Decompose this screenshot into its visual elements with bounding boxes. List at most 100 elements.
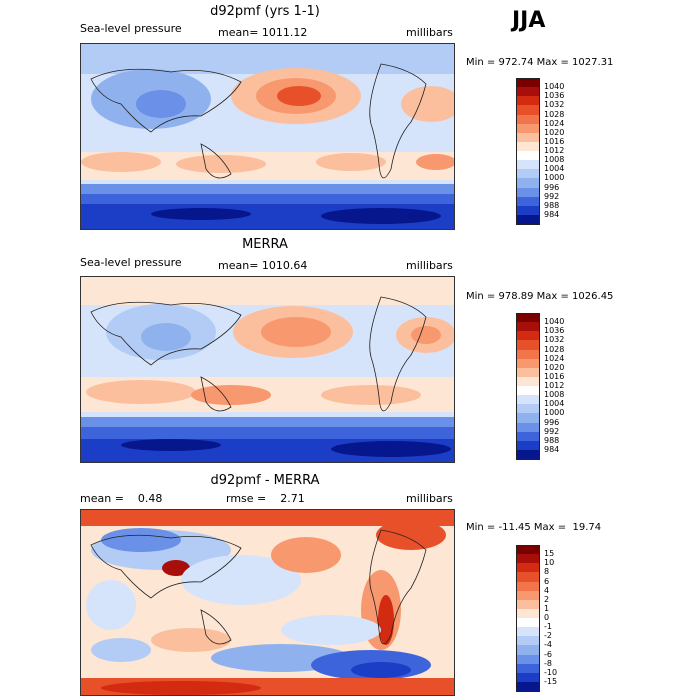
panel-2-colorbar: 1040 1036 1032 1028 1024 1020 1016 1012 1008 1004…: [516, 313, 576, 460]
colorbar-label: 984: [544, 444, 560, 454]
colorbar-swatch: [516, 376, 540, 387]
panel-1-title: d92pmf (yrs 1-1): [210, 4, 320, 19]
colorbar-label: -6: [544, 649, 552, 659]
colorbar-swatch: [516, 178, 540, 188]
colorbar-label: 1012: [544, 381, 565, 390]
colorbar-label: -2: [544, 631, 552, 641]
season-label: JJA: [512, 8, 546, 33]
colorbar-swatch: [516, 358, 540, 369]
colorbar-swatch: [516, 105, 540, 115]
colorbar-label: 1016: [544, 136, 565, 146]
colorbar-label: 996: [544, 182, 560, 192]
panel-1-minmax: Min = 972.74 Max = 1027.31: [466, 57, 614, 68]
colorbar-label: 1032: [544, 100, 565, 110]
colorbar-swatch: [516, 331, 540, 341]
colorbar-swatch: [516, 449, 540, 460]
colorbar-swatch: [516, 214, 540, 225]
panel-3-title: d92pmf - MERRA: [210, 473, 320, 488]
colorbar-swatch: [516, 187, 540, 198]
colorbar-label: 1008: [544, 390, 565, 400]
colorbar-swatch: [516, 663, 540, 674]
colorbar-swatch: [516, 672, 540, 683]
colorbar-swatch: [516, 395, 540, 405]
colorbar-label: 1036: [544, 91, 565, 101]
colorbar-swatch: [516, 608, 540, 619]
panel-2-minmax: Min = 978.89 Max = 1026.45: [466, 291, 614, 302]
colorbar-swatch: [516, 132, 540, 143]
colorbar-label: -4: [544, 640, 552, 650]
colorbar-label: 10: [544, 558, 555, 568]
colorbar-swatch: [516, 160, 540, 170]
colorbar-swatch: [516, 141, 540, 152]
panel-1-variable: Sea-level pressure: [80, 22, 182, 35]
panel-2-map: [80, 276, 455, 463]
colorbar-label: 1000: [544, 408, 565, 418]
colorbar-swatch: [516, 681, 540, 692]
colorbar-label: 992: [544, 426, 560, 436]
panel-1-map-graphic: [81, 44, 454, 229]
colorbar-swatch: [516, 581, 540, 592]
colorbar-swatch: [516, 151, 540, 161]
panel-3-map-graphic: [81, 510, 454, 695]
panel-2-map-graphic: [81, 277, 454, 462]
colorbar-swatch: [516, 413, 540, 423]
colorbar-swatch: [516, 96, 540, 106]
panel-3-mean: mean = 0.48: [80, 492, 163, 505]
colorbar-label: 1004: [544, 164, 565, 174]
colorbar-swatch: [516, 431, 540, 442]
panel-2-units: millibars: [406, 259, 453, 272]
colorbar-swatch: [516, 123, 540, 134]
colorbar-label: 1004: [544, 399, 565, 409]
colorbar-label: 1008: [544, 155, 565, 165]
colorbar-label: 2: [544, 594, 550, 604]
colorbar-label: 1020: [544, 127, 565, 137]
colorbar-label: 1024: [544, 353, 565, 363]
colorbar-label: 1024: [544, 118, 565, 128]
colorbar-label: 0: [544, 613, 550, 622]
colorbar-swatch: [516, 205, 540, 216]
panel-2-mean: mean= 1010.64: [218, 259, 308, 272]
colorbar-swatch: [516, 196, 540, 207]
colorbar-label: 1012: [544, 146, 565, 155]
colorbar-swatch: [516, 422, 540, 433]
panel-1-units: millibars: [406, 26, 453, 39]
colorbar-swatch: [516, 169, 540, 179]
panel-3-rmse: rmse = 2.71: [226, 492, 305, 505]
colorbar-label: 996: [544, 417, 560, 427]
colorbar-swatch: [516, 654, 540, 665]
panel-2-variable: Sea-level pressure: [80, 256, 182, 269]
colorbar-label: 1028: [544, 109, 565, 119]
panel-2-title: MERRA: [242, 237, 288, 252]
colorbar-label: 1016: [544, 371, 565, 381]
colorbar-swatch: [516, 340, 540, 350]
colorbar-label: -1: [544, 622, 552, 632]
colorbar-label: -15: [544, 676, 558, 686]
colorbar-swatch: [516, 404, 540, 414]
colorbar-label: 1040: [544, 317, 565, 327]
colorbar-label: 15: [544, 549, 555, 559]
colorbar-swatch: [516, 87, 540, 97]
panel-3-minmax: Min = -11.45 Max = 19.74: [466, 522, 602, 533]
colorbar-swatch: [516, 114, 540, 125]
colorbar-label: 4: [544, 585, 550, 595]
colorbar-label: 984: [544, 209, 560, 219]
panel-1-colorbar: 1040 1036 1032 1028 1024 1020 1016 1012 1008 1004…: [516, 78, 576, 225]
panel-1-map: [80, 43, 455, 230]
colorbar-swatch: [516, 367, 540, 378]
panel-3-map: [80, 509, 455, 696]
colorbar-swatch: [516, 645, 540, 655]
colorbar-swatch: [516, 349, 540, 360]
panel-3-units: millibars: [406, 492, 453, 505]
colorbar-swatch: [516, 78, 540, 88]
colorbar-swatch: [516, 554, 540, 564]
colorbar-label: 8: [544, 567, 550, 577]
colorbar-swatch: [516, 590, 540, 601]
colorbar-label: 988: [544, 435, 560, 445]
colorbar-swatch: [516, 545, 540, 555]
colorbar-swatch: [516, 563, 540, 573]
colorbar-swatch: [516, 386, 540, 396]
colorbar-label: 1000: [544, 173, 565, 183]
colorbar-swatch: [516, 599, 540, 610]
colorbar-label: 988: [544, 200, 560, 210]
colorbar-swatch: [516, 618, 540, 628]
